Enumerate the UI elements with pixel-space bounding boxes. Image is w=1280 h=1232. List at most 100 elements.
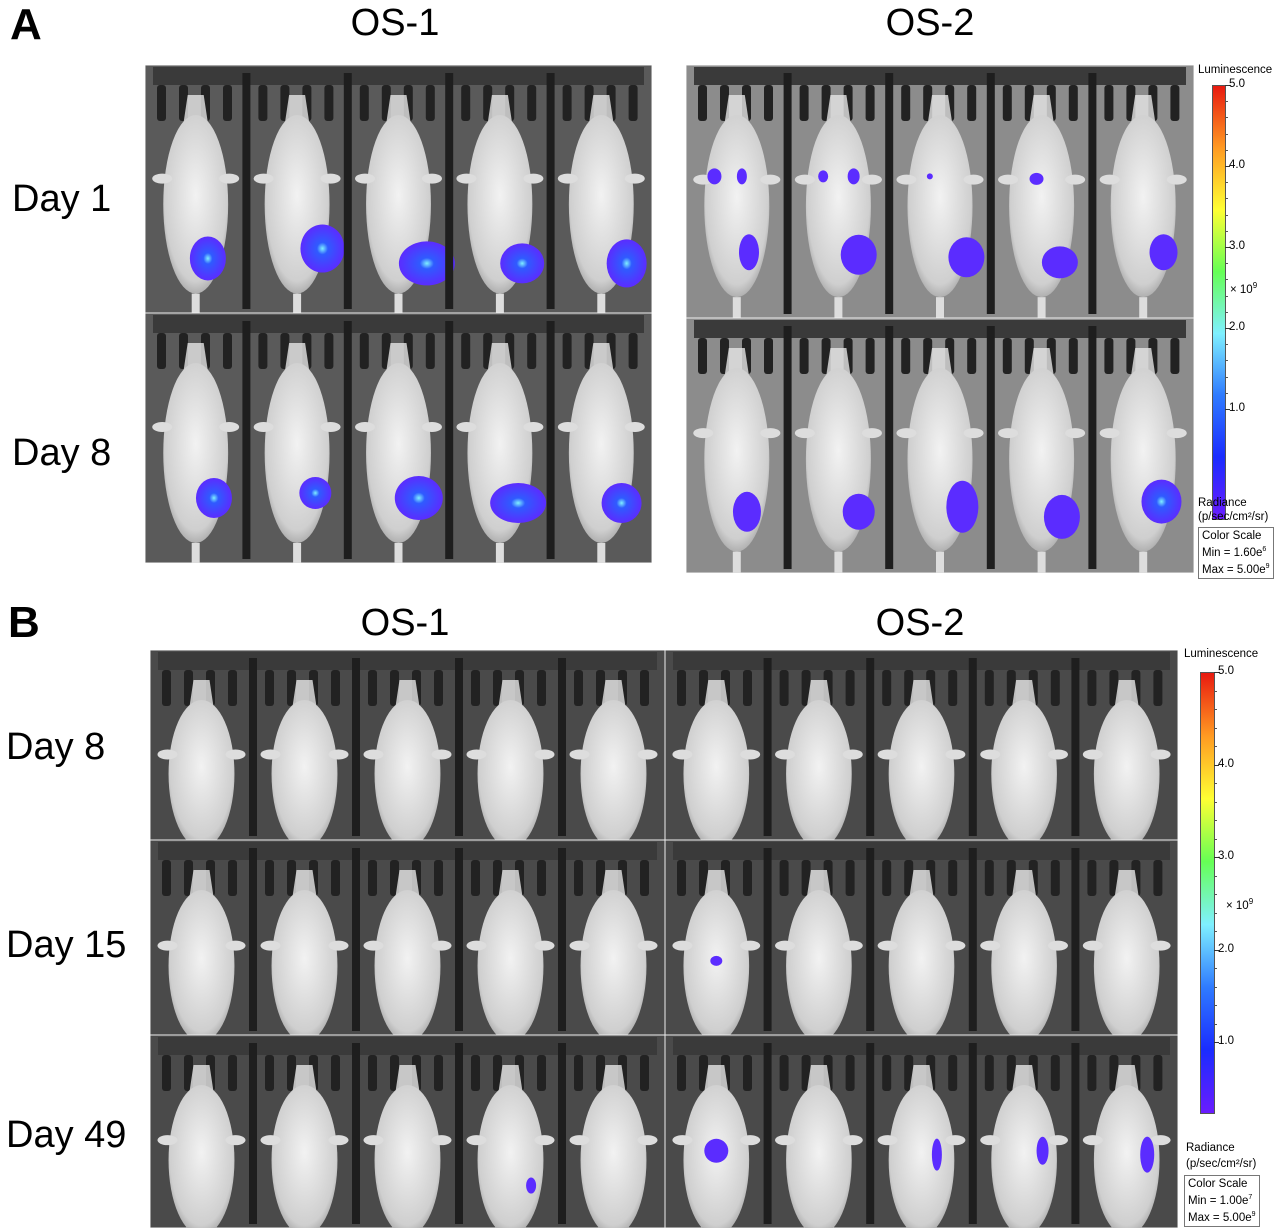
image-a-os2 bbox=[686, 65, 1194, 573]
max-exponent: 9 bbox=[1251, 1210, 1256, 1218]
colorbar-tick-label: 2.0 bbox=[1229, 321, 1245, 333]
divider bbox=[343, 73, 352, 309]
colorbar-minor-tick bbox=[1214, 931, 1217, 932]
colorbar-tick-label: 1.0 bbox=[1229, 402, 1245, 414]
colorbar-minor-tick bbox=[1225, 117, 1228, 119]
bioluminescence-signal bbox=[195, 478, 232, 518]
divider bbox=[352, 848, 360, 1031]
mouse bbox=[363, 680, 452, 849]
image-row bbox=[686, 65, 1194, 319]
max-text: Max = 5.00e bbox=[1188, 1211, 1252, 1224]
bioluminescence-signal bbox=[948, 237, 985, 278]
mouse bbox=[1099, 95, 1187, 318]
max-text: Max = 5.00e bbox=[1202, 563, 1266, 576]
holder-bar bbox=[694, 67, 1186, 85]
divider bbox=[968, 658, 977, 836]
radiance-label: Radiance bbox=[1198, 497, 1247, 509]
divider bbox=[558, 848, 566, 1031]
bioluminescence-signal bbox=[946, 480, 979, 533]
holder-bar bbox=[673, 652, 1170, 670]
colorbar-tick bbox=[1225, 85, 1230, 86]
image-row bbox=[145, 312, 652, 563]
bioluminescence-signal bbox=[736, 168, 747, 185]
divider bbox=[445, 321, 454, 559]
colorbar-tick bbox=[1225, 166, 1230, 167]
colorbar-minor-tick bbox=[1225, 279, 1228, 281]
image-row bbox=[150, 1034, 665, 1228]
divider bbox=[249, 1043, 257, 1224]
divider bbox=[763, 848, 772, 1031]
bioluminescence-signal bbox=[189, 236, 226, 281]
colorbar-minor-tick bbox=[1225, 182, 1228, 184]
divider bbox=[455, 848, 463, 1031]
divider bbox=[763, 1043, 772, 1224]
mouse bbox=[355, 343, 443, 563]
divider bbox=[866, 1043, 875, 1224]
divider bbox=[986, 73, 995, 314]
mouse bbox=[157, 870, 246, 1043]
panel-letter-a: A bbox=[10, 0, 42, 49]
colorbar-minor-tick bbox=[1225, 376, 1228, 378]
colorbar-minor-tick bbox=[1225, 392, 1228, 394]
colorbar-tick bbox=[1225, 247, 1230, 248]
bioluminescence-signal bbox=[394, 476, 443, 520]
column-title-os1: OS-1 bbox=[360, 602, 450, 644]
mouse bbox=[998, 348, 1086, 573]
min-exponent: 7 bbox=[1248, 1194, 1253, 1201]
divider bbox=[1088, 73, 1097, 314]
colorbar-minor-tick bbox=[1225, 149, 1228, 151]
colorbar-tick-label: 5.0 bbox=[1229, 78, 1245, 90]
divider bbox=[455, 1043, 463, 1224]
min-exponent: 6 bbox=[1262, 546, 1267, 553]
divider bbox=[968, 1043, 977, 1224]
mouse bbox=[260, 680, 349, 849]
image-row bbox=[665, 650, 1178, 849]
colorbar-minor-tick bbox=[1214, 875, 1217, 877]
bioluminescence-signal bbox=[500, 243, 545, 284]
color-scale-max: Max = 5.00e9 bbox=[1202, 560, 1270, 577]
colorbar-multiplier: × 109 bbox=[1230, 281, 1257, 296]
mouse bbox=[775, 1065, 863, 1228]
divider bbox=[352, 1043, 360, 1224]
bioluminescence-signal bbox=[707, 168, 722, 185]
colorbar-minor-tick bbox=[1225, 311, 1228, 313]
color-scale-max: Max = 5.00e9 bbox=[1188, 1208, 1256, 1225]
row-label-day8: Day 8 bbox=[12, 432, 112, 474]
colorbar-gradient bbox=[1212, 85, 1226, 520]
colorbar-minor-tick bbox=[1225, 263, 1228, 265]
mouse bbox=[980, 680, 1068, 849]
mouse bbox=[152, 95, 240, 313]
colorbar-minor-tick bbox=[1225, 101, 1228, 103]
divider bbox=[352, 658, 360, 836]
mouse bbox=[775, 680, 863, 849]
divider bbox=[242, 321, 251, 559]
colorbar-tick-label: 1.0 bbox=[1218, 1035, 1234, 1047]
image-b-os1 bbox=[150, 650, 665, 1228]
mouse bbox=[152, 343, 240, 563]
multiplier-exponent: 9 bbox=[1248, 897, 1254, 906]
colorbar-b: Luminescence 5.0 4.0 3.0 2.0 1.0 × 109 Radia… bbox=[1180, 646, 1280, 1232]
image-row bbox=[150, 650, 665, 849]
divider bbox=[249, 658, 257, 836]
divider bbox=[968, 848, 977, 1031]
mouse bbox=[253, 95, 345, 313]
colorbar-gradient bbox=[1200, 672, 1215, 1114]
colorbar-multiplier: × 109 bbox=[1226, 897, 1253, 912]
divider bbox=[783, 73, 792, 314]
colorbar-tick bbox=[1214, 764, 1219, 766]
divider bbox=[546, 73, 555, 309]
bioluminescence-signal bbox=[842, 493, 875, 530]
colorbar-minor-tick bbox=[1225, 214, 1228, 216]
divider bbox=[343, 321, 352, 559]
mouse bbox=[569, 1065, 658, 1228]
colorbar-tick-label: 3.0 bbox=[1218, 850, 1234, 862]
bioluminescence-signal bbox=[490, 483, 547, 523]
column-title-os2: OS-2 bbox=[875, 602, 965, 644]
divider bbox=[558, 1043, 566, 1224]
divider bbox=[242, 73, 251, 309]
colorbar-minor-tick bbox=[1225, 344, 1228, 346]
bioluminescence-signal bbox=[300, 224, 345, 273]
colorbar-minor-tick bbox=[1214, 801, 1217, 803]
bioluminescence-signal bbox=[847, 168, 860, 185]
mouse bbox=[896, 348, 984, 573]
